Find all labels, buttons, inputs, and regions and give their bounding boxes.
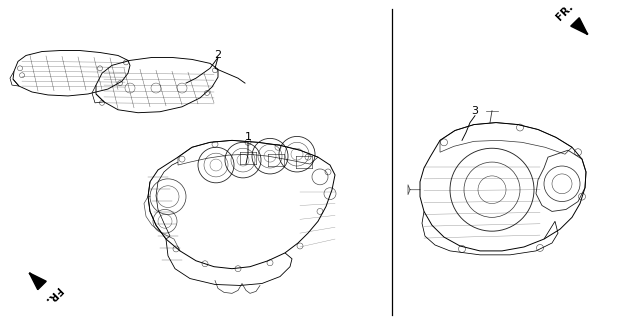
Text: FR.: FR.: [42, 285, 62, 306]
Text: 3: 3: [472, 106, 479, 116]
Polygon shape: [30, 273, 47, 290]
Text: 2: 2: [214, 51, 221, 60]
Text: 1: 1: [245, 132, 252, 142]
Polygon shape: [571, 18, 587, 35]
Text: FR.: FR.: [555, 2, 576, 22]
